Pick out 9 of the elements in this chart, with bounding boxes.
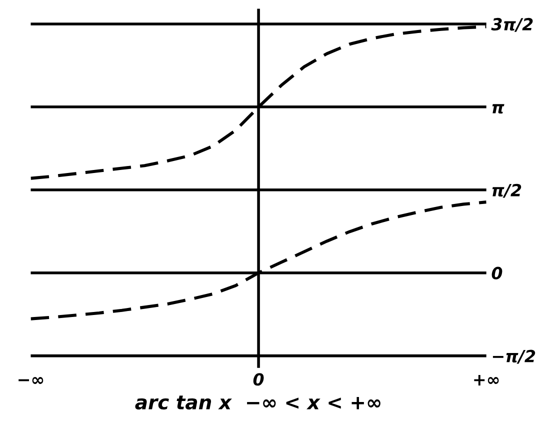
y-tick-label: 0 xyxy=(492,266,502,280)
y-tick-label: π/2 xyxy=(492,184,522,198)
y-tick-label: −π/2 xyxy=(492,350,536,364)
y-tick-label: π xyxy=(492,104,504,114)
y-tick-label: 3π/2 xyxy=(491,18,533,32)
x-tick-label: 0 xyxy=(253,373,264,386)
x-axis-title: arc tan x −∞ < x < +∞ xyxy=(135,396,380,410)
x-tick-label: −∞ xyxy=(18,377,44,384)
x-tick-label: +∞ xyxy=(474,374,499,386)
